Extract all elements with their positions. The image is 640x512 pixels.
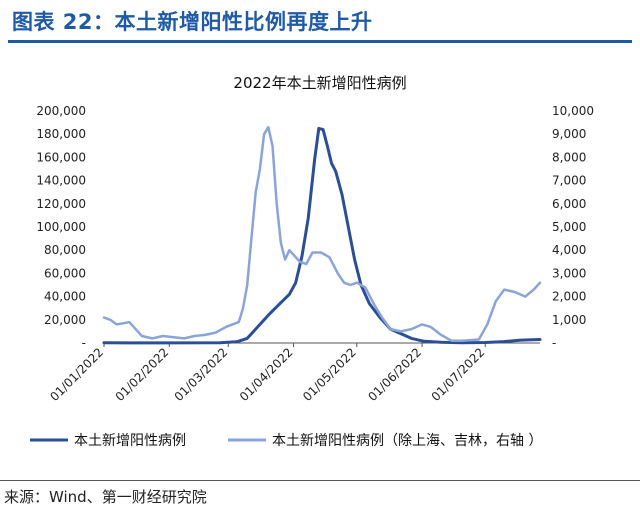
y-left-tick-label: 140,000 bbox=[36, 174, 86, 188]
x-tick-label: 01/07/2022 bbox=[429, 345, 488, 404]
x-tick-label: 01/05/2022 bbox=[300, 345, 359, 404]
y-right-tick-label: 4,000 bbox=[552, 243, 586, 257]
source-rule bbox=[0, 480, 640, 481]
legend-label: 本土新增阳性病例（除上海、吉林，右轴 ） bbox=[272, 433, 542, 449]
y-right-tick-label: - bbox=[552, 336, 556, 350]
series-line-excl-shanghai-jilin bbox=[102, 125, 542, 342]
y-left-tick-label: 180,000 bbox=[36, 127, 86, 141]
y-left-tick-label: 40,000 bbox=[44, 290, 86, 304]
y-left-tick-label: 160,000 bbox=[36, 150, 86, 164]
y-right-tick-label: 3,000 bbox=[552, 266, 586, 280]
y-right-tick-label: 5,000 bbox=[552, 220, 586, 234]
x-tick-label: 01/01/2022 bbox=[47, 345, 106, 404]
y-left-tick-label: - bbox=[82, 336, 86, 350]
x-tick-label: 01/02/2022 bbox=[113, 345, 172, 404]
title-rule bbox=[8, 40, 632, 43]
y-left-tick-label: 100,000 bbox=[36, 220, 86, 234]
y-right-tick-label: 10,000 bbox=[552, 104, 594, 118]
y-right-tick-label: 6,000 bbox=[552, 197, 586, 211]
y-left-tick-label: 120,000 bbox=[36, 197, 86, 211]
y-right-tick-label: 1,000 bbox=[552, 313, 586, 327]
legend-label: 本土新增阳性病例 bbox=[74, 433, 186, 449]
source-note: 来源：Wind、第一财经研究院 bbox=[4, 488, 207, 506]
y-left-tick-label: 60,000 bbox=[44, 266, 86, 280]
y-left-tick-label: 80,000 bbox=[44, 243, 86, 257]
y-left-tick-label: 20,000 bbox=[44, 313, 86, 327]
x-tick-label: 01/06/2022 bbox=[365, 345, 424, 404]
series-line-total bbox=[102, 126, 542, 345]
x-tick-label: 01/03/2022 bbox=[172, 345, 231, 404]
y-right-tick-label: 2,000 bbox=[552, 290, 586, 304]
y-right-tick-label: 9,000 bbox=[552, 127, 586, 141]
y-right-tick-label: 8,000 bbox=[552, 150, 586, 164]
x-tick-label: 01/04/2022 bbox=[237, 345, 296, 404]
y-right-tick-label: 7,000 bbox=[552, 174, 586, 188]
figure-title: 图表 22：本土新增阳性比例再度上升 bbox=[12, 10, 373, 34]
chart-title: 2022年本土新增阳性病例 bbox=[233, 74, 406, 92]
line-chart: 2022年本土新增阳性病例 - 20,000 40,000 60,000 80,000 10… bbox=[30, 74, 594, 449]
y-left-tick-label: 200,000 bbox=[36, 104, 86, 118]
